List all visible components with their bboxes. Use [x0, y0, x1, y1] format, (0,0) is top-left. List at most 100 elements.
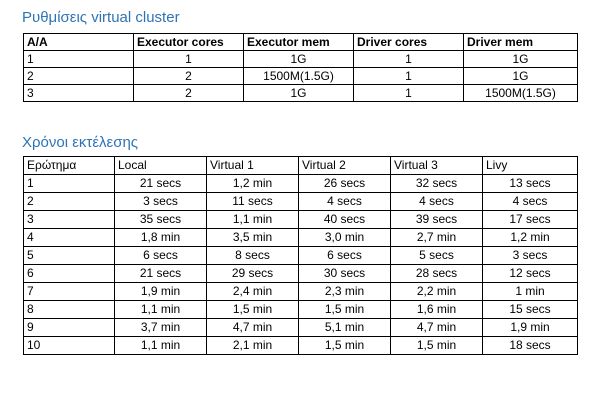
table-cell: 3: [23, 84, 134, 102]
table-cell: 3 secs: [114, 192, 207, 211]
header-cell: Livy: [482, 156, 578, 175]
header-cell: Virtual 3: [390, 156, 483, 175]
table-cell: 1500M(1.5G): [243, 67, 354, 85]
table-cell: 1,9 min: [482, 318, 578, 337]
table-cell: 5 secs: [390, 246, 483, 265]
table-cell: 1,5 min: [298, 300, 391, 319]
table-cell: 1,9 min: [114, 282, 207, 301]
header-cell: A/A: [23, 33, 134, 51]
table-cell: 1,1 min: [206, 210, 299, 229]
table-cell: 1G: [243, 50, 354, 68]
table-cell: 32 secs: [390, 174, 483, 193]
times-table-row: 6 21 secs 29 secs 30 secs 28 secs 12 secs: [23, 264, 578, 283]
table-cell: 4: [23, 228, 115, 247]
table-cell: 1,5 min: [206, 300, 299, 319]
table-cell: 9: [23, 318, 115, 337]
table-cell: 10: [23, 336, 115, 355]
table-cell: 1G: [463, 50, 578, 68]
times-table-row: 7 1,9 min 2,4 min 2,3 min 2,2 min 1 min: [23, 282, 578, 301]
table-cell: 2: [133, 84, 244, 102]
times-table-row: 10 1,1 min 2,1 min 1,5 min 1,5 min 18 secs: [23, 336, 578, 355]
table-cell: 3,5 min: [206, 228, 299, 247]
header-cell: Local: [114, 156, 207, 175]
table-cell: 6 secs: [114, 246, 207, 265]
config-table: A/A Executor cores Executor mem Driver c…: [23, 33, 578, 102]
times-table-row: 8 1,1 min 1,5 min 1,5 min 1,6 min 15 secs: [23, 300, 578, 319]
times-header-row: Ερώτημα Local Virtual 1 Virtual 2 Virtua…: [23, 156, 578, 175]
table-cell: 29 secs: [206, 264, 299, 283]
table-cell: 1,1 min: [114, 300, 207, 319]
config-header-row: A/A Executor cores Executor mem Driver c…: [23, 33, 578, 51]
table-cell: 6: [23, 264, 115, 283]
table-cell: 1,5 min: [390, 336, 483, 355]
table-cell: 11 secs: [206, 192, 299, 211]
table-cell: 2,2 min: [390, 282, 483, 301]
table-cell: 2: [23, 192, 115, 211]
table-cell: 1: [23, 174, 115, 193]
times-table-row: 9 3,7 min 4,7 min 5,1 min 4,7 min 1,9 min: [23, 318, 578, 337]
table-cell: 12 secs: [482, 264, 578, 283]
table-cell: 2: [23, 67, 134, 85]
table-cell: 1G: [463, 67, 578, 85]
table-cell: 1: [133, 50, 244, 68]
table-cell: 1,2 min: [206, 174, 299, 193]
table-cell: 1,1 min: [114, 336, 207, 355]
table-cell: 21 secs: [114, 174, 207, 193]
table-cell: 1,6 min: [390, 300, 483, 319]
table-cell: 8 secs: [206, 246, 299, 265]
table-cell: 4,7 min: [390, 318, 483, 337]
table-cell: 1500M(1.5G): [463, 84, 578, 102]
table-cell: 26 secs: [298, 174, 391, 193]
header-cell: Ερώτημα: [23, 156, 115, 175]
header-cell: Executor mem: [243, 33, 354, 51]
table-cell: 1G: [243, 84, 354, 102]
header-cell: Virtual 2: [298, 156, 391, 175]
table-cell: 15 secs: [482, 300, 578, 319]
times-table-row: 1 21 secs 1,2 min 26 secs 32 secs 13 secs: [23, 174, 578, 193]
table-cell: 1,5 min: [298, 336, 391, 355]
table-cell: 1,2 min: [482, 228, 578, 247]
config-table-row: 1 1 1G 1 1G: [23, 50, 578, 68]
table-cell: 28 secs: [390, 264, 483, 283]
header-cell: Executor cores: [133, 33, 244, 51]
table-cell: 2,4 min: [206, 282, 299, 301]
table-cell: 2,7 min: [390, 228, 483, 247]
table-cell: 4 secs: [298, 192, 391, 211]
table-cell: 1: [353, 50, 464, 68]
header-cell: Driver mem: [463, 33, 578, 51]
table-cell: 2,1 min: [206, 336, 299, 355]
table-cell: 7: [23, 282, 115, 301]
config-table-row: 2 2 1500M(1.5G) 1 1G: [23, 67, 578, 85]
header-cell: Virtual 1: [206, 156, 299, 175]
table-cell: 3,0 min: [298, 228, 391, 247]
table-cell: 18 secs: [482, 336, 578, 355]
table-cell: 3 secs: [482, 246, 578, 265]
table-cell: 1: [353, 84, 464, 102]
table-cell: 4 secs: [390, 192, 483, 211]
table-cell: 21 secs: [114, 264, 207, 283]
table-cell: 1: [23, 50, 134, 68]
table-cell: 1 min: [482, 282, 578, 301]
table-cell: 39 secs: [390, 210, 483, 229]
config-table-row: 3 2 1G 1 1500M(1.5G): [23, 84, 578, 102]
table-cell: 35 secs: [114, 210, 207, 229]
table-cell: 30 secs: [298, 264, 391, 283]
table-cell: 1: [353, 67, 464, 85]
times-section-title: Χρόνοι εκτέλεσης: [22, 134, 139, 151]
table-cell: 3,7 min: [114, 318, 207, 337]
table-cell: 4,7 min: [206, 318, 299, 337]
times-table-row: 3 35 secs 1,1 min 40 secs 39 secs 17 secs: [23, 210, 578, 229]
table-cell: 5: [23, 246, 115, 265]
table-cell: 1,8 min: [114, 228, 207, 247]
times-table: Ερώτημα Local Virtual 1 Virtual 2 Virtua…: [23, 156, 578, 355]
table-cell: 2: [133, 67, 244, 85]
config-section-title: Ρυθμίσεις virtual cluster: [22, 9, 180, 26]
table-cell: 5,1 min: [298, 318, 391, 337]
times-table-row: 4 1,8 min 3,5 min 3,0 min 2,7 min 1,2 min: [23, 228, 578, 247]
table-cell: 2,3 min: [298, 282, 391, 301]
table-cell: 6 secs: [298, 246, 391, 265]
table-cell: 3: [23, 210, 115, 229]
